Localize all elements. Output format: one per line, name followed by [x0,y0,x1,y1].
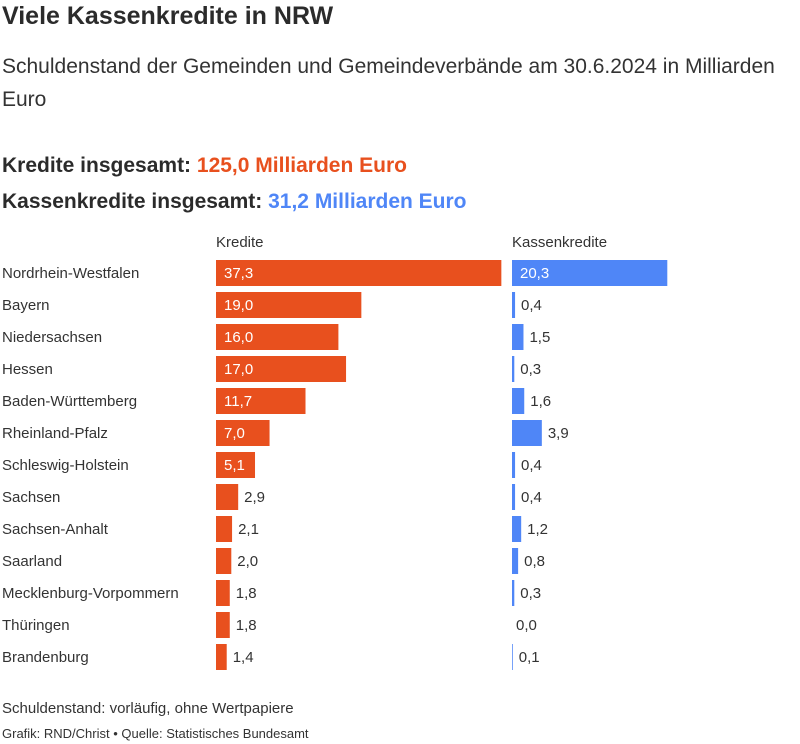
category-label: Nordrhein-Westfalen [2,265,139,282]
category-label: Brandenburg [2,649,89,666]
value-label-kredite: 2,9 [244,489,265,506]
category-label: Saarland [2,553,62,570]
bar-kassenkredite [512,484,516,510]
bar-kassenkredite [512,644,513,670]
value-label-kredite: 1,8 [236,617,257,634]
bar-kassenkredite [512,324,524,350]
value-label-kassenkredite: 0,1 [519,649,540,666]
total-kredite-value: 125,0 Milliarden Euro [196,154,407,177]
bar-kredite [216,324,339,350]
value-label-kassenkredite: 3,9 [548,425,569,442]
bar-kassenkredite [512,388,525,414]
total-kredite: Kredite insgesamt: 125,0 Milliarden Euro [2,154,407,178]
category-label: Hessen [2,361,53,378]
bar-kredite [216,452,256,478]
value-label-kassenkredite: 0,4 [521,297,542,314]
value-label-kassenkredite: 1,2 [527,521,548,538]
category-label: Baden-Württemberg [2,393,137,410]
value-label-kassenkredite: 0,8 [524,553,545,570]
bar-kassenkredite [512,516,522,542]
value-label-kassenkredite: 20,3 [520,265,549,282]
category-label: Niedersachsen [2,329,102,346]
value-label-kredite: 17,0 [224,361,253,378]
bar-kredite [216,420,270,446]
bar-kredite [216,516,233,542]
value-label-kredite: 11,7 [224,393,252,410]
value-label-kredite: 19,0 [224,297,253,314]
source-credit: Grafik: RND/Christ • Quelle: Statistisch… [2,726,309,741]
chart-title: Viele Kassenkredite in NRW [2,2,334,30]
value-label-kredite: 2,0 [237,553,258,570]
value-label-kredite: 2,1 [238,521,259,538]
bar-kredite [216,292,362,318]
category-label: Rheinland-Pfalz [2,425,108,442]
bar-chart: Nordrhein-Westfalen 37,3 20,3 Bayern 19,0 0,4… [2,260,668,670]
category-label: Mecklenburg-Vorpommern [2,585,179,602]
total-kassenkredite: Kassenkredite insgesamt: 31,2 Milliarden… [2,190,467,214]
value-label-kredite: 1,4 [233,649,254,666]
value-label-kredite: 5,1 [224,457,245,474]
value-label-kredite: 37,3 [224,265,253,282]
bar-kredite [216,356,347,382]
value-label-kassenkredite: 0,3 [520,361,541,378]
value-label-kassenkredite: 0,0 [516,617,537,634]
category-label: Bayern [2,297,50,314]
bar-kredite [216,484,239,510]
bar-kredite [216,260,502,286]
value-label-kassenkredite: 0,4 [521,489,542,506]
bar-kassenkredite [512,292,516,318]
total-kassenkredite-label: Kassenkredite insgesamt: [2,190,269,213]
category-label: Thüringen [2,617,70,634]
value-label-kassenkredite: 1,5 [529,329,550,346]
total-kassenkredite-value: 31,2 Milliarden Euro [268,190,467,213]
bar-kredite [216,612,230,638]
value-label-kassenkredite: 0,3 [520,585,541,602]
bar-kassenkredite [512,260,668,286]
bar-kassenkredite [512,420,542,446]
footnote: Schuldenstand: vorläufig, ohne Wertpapie… [2,700,294,717]
bar-kassenkredite [512,580,515,606]
column-header-kassenkredite: Kassenkredite [512,234,608,251]
value-label-kassenkredite: 0,4 [521,457,542,474]
category-label: Sachsen-Anhalt [2,521,109,538]
bar-kassenkredite [512,548,519,574]
chart-subtitle: Schuldenstand der Gemeinden und Gemeinde… [2,55,775,111]
bar-kredite [216,548,232,574]
category-label: Sachsen [2,489,60,506]
column-header-kredite: Kredite [216,234,264,251]
total-kredite-label: Kredite insgesamt: [2,154,197,177]
value-label-kredite: 1,8 [236,585,257,602]
value-label-kredite: 7,0 [224,425,245,442]
category-label: Schleswig-Holstein [2,457,129,474]
value-label-kredite: 16,0 [224,329,253,346]
bar-kredite [216,644,227,670]
value-label-kassenkredite: 1,6 [530,393,551,410]
bar-kassenkredite [512,452,516,478]
bar-kassenkredite [512,356,515,382]
bar-kredite [216,580,230,606]
bar-kredite [216,388,306,414]
